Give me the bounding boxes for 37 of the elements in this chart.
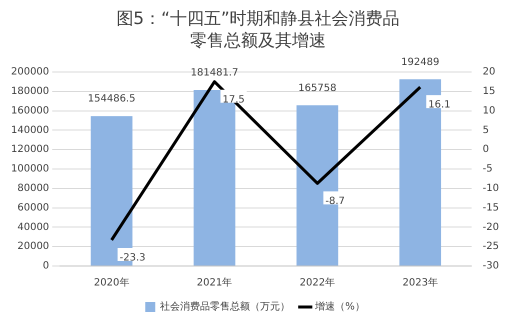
legend-label: 社会消费品零售总额（万元）: [160, 300, 290, 313]
y2-tick-label: -20: [482, 222, 500, 233]
y2-tick-label: 0: [482, 144, 490, 156]
y2-tick-label: 5: [482, 124, 490, 136]
y2-tick-label: -5: [482, 164, 493, 175]
y2-tick-label: -30: [482, 260, 500, 272]
y-tick-label: 200000: [10, 66, 50, 78]
data-label: 154486.5: [88, 94, 136, 105]
y2-tick-label: -15: [482, 202, 500, 214]
data-label: 16.1: [428, 100, 450, 111]
x-tick-label: 2021年: [196, 276, 232, 289]
y-tick-label: 100000: [10, 164, 50, 175]
y-tick-label: 20000: [17, 241, 50, 252]
x-tick-label: 2022年: [300, 276, 336, 289]
y-tick-label: 40000: [17, 222, 50, 233]
data-label: 17.5: [222, 94, 245, 106]
data-label: 192489: [401, 56, 440, 68]
x-tick-label: 2020年: [94, 276, 130, 289]
data-label: 165758: [298, 82, 336, 94]
chart-title: 图5：“十四五”时期和静县社会消费品零售总额及其增速: [115, 8, 401, 52]
y-tick-label: 80000: [17, 182, 50, 194]
data-label: -8.7: [325, 196, 345, 207]
legend-label: 增速（%）: [314, 300, 365, 313]
y2-tick-label: -25: [482, 241, 500, 252]
data-label: -23.3: [120, 252, 146, 264]
y2-tick-label: 15: [482, 86, 496, 97]
data-label: 181481.7: [190, 68, 238, 79]
x-tick-label: 2023年: [402, 276, 438, 289]
y2-tick-label: 10: [482, 105, 496, 116]
y-tick-label: 0: [42, 260, 50, 272]
y2-tick-label: -10: [482, 182, 500, 194]
y2-tick-label: 20: [482, 66, 496, 78]
y-tick-label: 160000: [10, 105, 50, 116]
y-tick-label: 120000: [10, 144, 50, 156]
y-tick-label: 180000: [10, 86, 50, 97]
y-tick-label: 60000: [17, 202, 50, 214]
y-tick-label: 140000: [10, 124, 50, 136]
